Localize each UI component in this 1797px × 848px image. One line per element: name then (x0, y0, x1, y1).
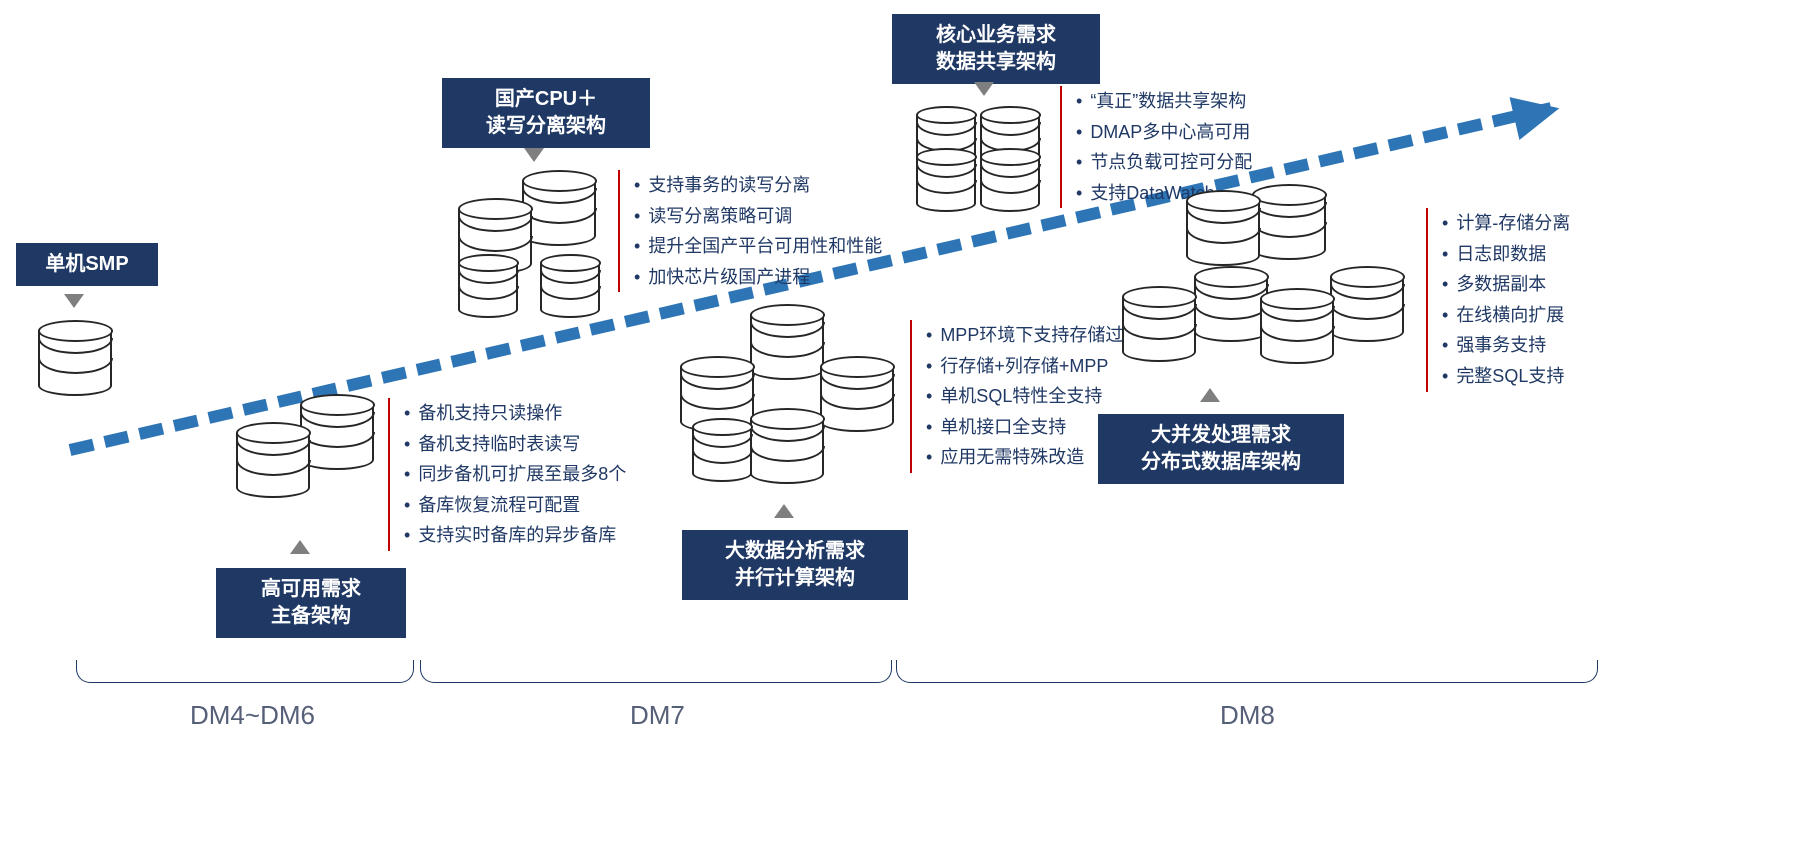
gen-label-2: DM7 (630, 700, 685, 731)
feature-item: 节点负载可控可分配 (1076, 147, 1252, 178)
features-dist: 计算-存储分离 日志即数据 多数据副本 在线横向扩展 强事务支持 完整SQL支持 (1426, 208, 1570, 392)
timeline-arrow-head (1510, 87, 1565, 140)
title-rw: 国产CPU＋ 读写分离架构 (442, 78, 650, 148)
feature-item: 强事务支持 (1442, 330, 1570, 361)
features-rw: 支持事务的读写分离 读写分离策略可调 提升全国产平台可用性和性能 加快芯片级国产… (618, 170, 882, 292)
feature-item: 计算-存储分离 (1442, 208, 1570, 239)
diagram-canvas: 单机SMP 高可用需求 主备架构 备机支持只读操作 备机支持临时表读写 同步备机… (0, 0, 1797, 848)
feature-item: 读写分离策略可调 (634, 201, 882, 232)
feature-item: 支持事务的读写分离 (634, 170, 882, 201)
title-mpp: 大数据分析需求 并行计算架构 (682, 530, 908, 600)
marker-ha (290, 540, 310, 554)
db-icon (540, 256, 600, 318)
db-icon (300, 396, 374, 470)
db-icon (458, 256, 518, 318)
db-icon (916, 150, 976, 212)
title-share: 核心业务需求 数据共享架构 (892, 14, 1100, 84)
feature-item: 备库恢复流程可配置 (404, 490, 626, 521)
marker-mpp (774, 504, 794, 518)
marker-share (974, 82, 994, 96)
features-ha: 备机支持只读操作 备机支持临时表读写 同步备机可扩展至最多8个 备库恢复流程可配… (388, 398, 626, 551)
db-icon (1252, 186, 1326, 260)
gen-label-3: DM8 (1220, 700, 1275, 731)
feature-item: 提升全国产平台可用性和性能 (634, 231, 882, 262)
feature-item: 日志即数据 (1442, 239, 1570, 270)
feature-item: DMAP多中心高可用 (1076, 117, 1252, 148)
db-icon (522, 172, 596, 246)
db-icon (820, 358, 894, 432)
gen-label-1: DM4~DM6 (190, 700, 315, 731)
marker-smp (64, 294, 84, 308)
feature-item: 备机支持只读操作 (404, 398, 626, 429)
db-icon (750, 306, 824, 380)
feature-item: 单机SQL特性全支持 (926, 381, 1195, 412)
feature-item: “真正”数据共享架构 (1076, 86, 1252, 117)
db-icon (692, 420, 752, 482)
feature-item: 完整SQL支持 (1442, 361, 1570, 392)
title-smp: 单机SMP (16, 243, 158, 286)
db-icon (980, 150, 1040, 212)
db-icon (1122, 288, 1196, 362)
db-icon (1194, 268, 1268, 342)
db-icon (1260, 290, 1334, 364)
feature-item: 加快芯片级国产进程 (634, 262, 882, 293)
db-icon (38, 322, 112, 396)
marker-dist (1200, 388, 1220, 402)
title-dist: 大并发处理需求 分布式数据库架构 (1098, 414, 1344, 484)
feature-item: 多数据副本 (1442, 269, 1570, 300)
feature-item: 支持实时备库的异步备库 (404, 520, 626, 551)
feature-item: 同步备机可扩展至最多8个 (404, 459, 626, 490)
feature-item: 在线横向扩展 (1442, 300, 1570, 331)
brace-gen2 (420, 660, 892, 683)
brace-gen1 (76, 660, 414, 683)
db-icon (1330, 268, 1404, 342)
brace-gen3 (896, 660, 1598, 683)
db-icon (1186, 192, 1260, 266)
db-icon (236, 424, 310, 498)
title-ha: 高可用需求 主备架构 (216, 568, 406, 638)
db-icon (750, 410, 824, 484)
feature-item: 备机支持临时表读写 (404, 429, 626, 460)
marker-rw (524, 148, 544, 162)
